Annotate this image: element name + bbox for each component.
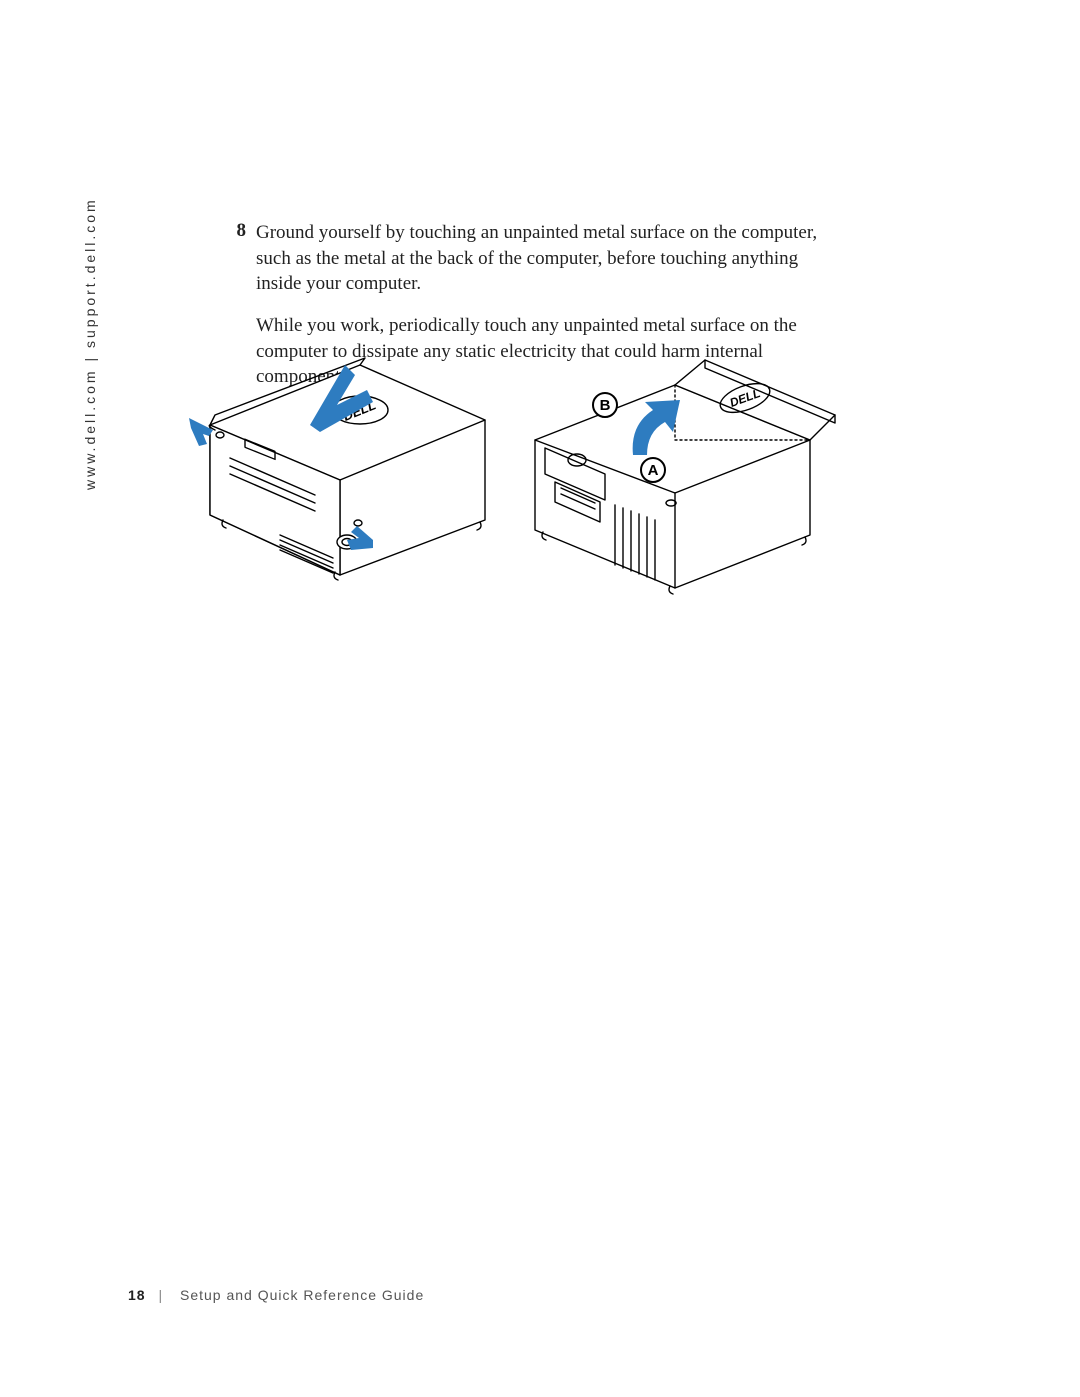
step-8: 8 Ground yourself by touching an unpaint… — [228, 220, 818, 297]
left-computer: DELL — [209, 358, 485, 580]
computer-case-figure: DELL — [185, 340, 845, 600]
right-computer: DELL — [535, 360, 835, 594]
footer-separator: | — [158, 1287, 163, 1303]
label-b-text: B — [600, 397, 611, 414]
label-a: A — [641, 458, 665, 482]
label-b: B — [593, 393, 617, 417]
side-url-text: www.dell.com | support.dell.com — [82, 197, 98, 490]
label-a-text: A — [648, 462, 659, 479]
footer-title: Setup and Quick Reference Guide — [180, 1287, 424, 1303]
step-number: 8 — [228, 220, 256, 297]
page-number: 18 — [128, 1287, 146, 1303]
step-text: Ground yourself by touching an unpainted… — [256, 220, 818, 297]
page-footer: 18 | Setup and Quick Reference Guide — [128, 1287, 424, 1303]
document-page: www.dell.com | support.dell.com 8 Ground… — [0, 0, 1080, 1397]
